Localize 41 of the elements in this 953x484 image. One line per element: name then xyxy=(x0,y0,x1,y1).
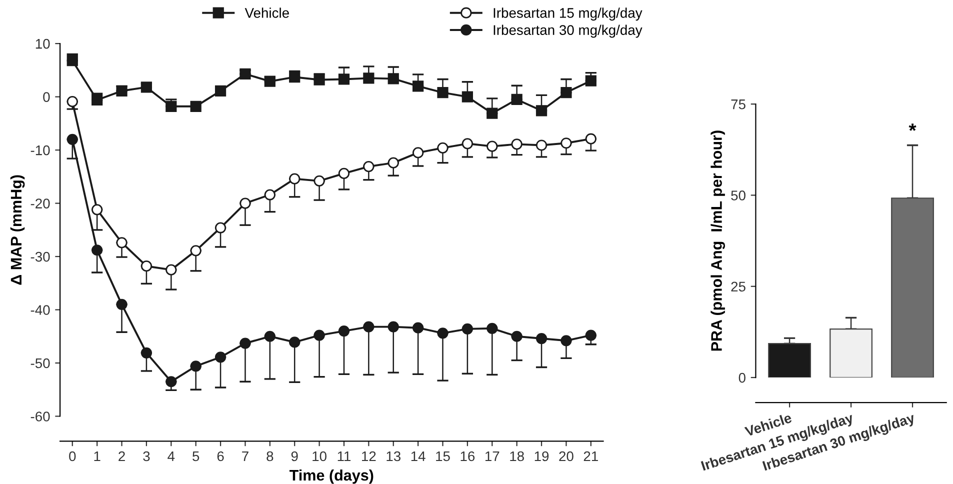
legend-label: Vehicle xyxy=(244,8,289,18)
x-tick-label: 1 xyxy=(94,451,100,462)
x-tick-label: 21 xyxy=(584,451,598,462)
y-tick-label: 0 xyxy=(738,372,746,383)
x-tick-label: 15 xyxy=(436,451,450,462)
x-tick-label: 11 xyxy=(338,451,351,462)
y-tick-label: -10 xyxy=(30,145,50,156)
y-tick-label: -50 xyxy=(30,358,50,368)
y-tick-label: 25 xyxy=(731,282,746,292)
x-tick-label: 14 xyxy=(411,451,426,462)
x-tick-label: 16 xyxy=(460,451,475,462)
x-tick-label: 20 xyxy=(559,451,574,462)
x-tick-label: 6 xyxy=(217,451,224,462)
x-tick-label: 10 xyxy=(312,451,326,462)
x-tick-label: 3 xyxy=(143,451,150,462)
legend-label: Irbesartan 30 mg/kg/day xyxy=(494,24,642,38)
x-tick-label: 19 xyxy=(534,451,549,462)
x-tick-label: 17 xyxy=(485,451,500,462)
y-tick-label: -40 xyxy=(30,305,50,315)
y-tick-label: 50 xyxy=(731,190,746,200)
x-tick-label: 13 xyxy=(386,451,400,462)
y-tick-label: -60 xyxy=(30,412,50,422)
y-axis-title: PRA (pmol Ang I/mL per hour) xyxy=(710,130,726,351)
x-tick-label: 18 xyxy=(510,451,524,462)
y-tick-label: 75 xyxy=(731,100,746,110)
y-tick-label: -20 xyxy=(30,198,50,208)
x-tick-label: 8 xyxy=(266,451,274,462)
x-tick-label: 5 xyxy=(192,451,200,462)
x-tick-label: 2 xyxy=(118,451,125,462)
x-tick-label: 4 xyxy=(168,451,175,462)
legend-label: Irbesartan 15 mg/kg/day xyxy=(494,8,642,21)
x-tick-label: 7 xyxy=(242,451,248,462)
annotation: * xyxy=(908,124,916,131)
y-tick-label: -30 xyxy=(30,252,50,262)
x-tick-label: 9 xyxy=(291,451,298,462)
y-tick-label: 0 xyxy=(43,92,50,102)
x-tick-label: 0 xyxy=(69,451,76,462)
x-axis-title: Time (days) xyxy=(290,469,374,484)
y-axis-title: Δ MAP (mmHg) xyxy=(10,175,25,285)
y-tick-label: 10 xyxy=(36,38,50,49)
x-tick-label: 12 xyxy=(362,451,376,462)
